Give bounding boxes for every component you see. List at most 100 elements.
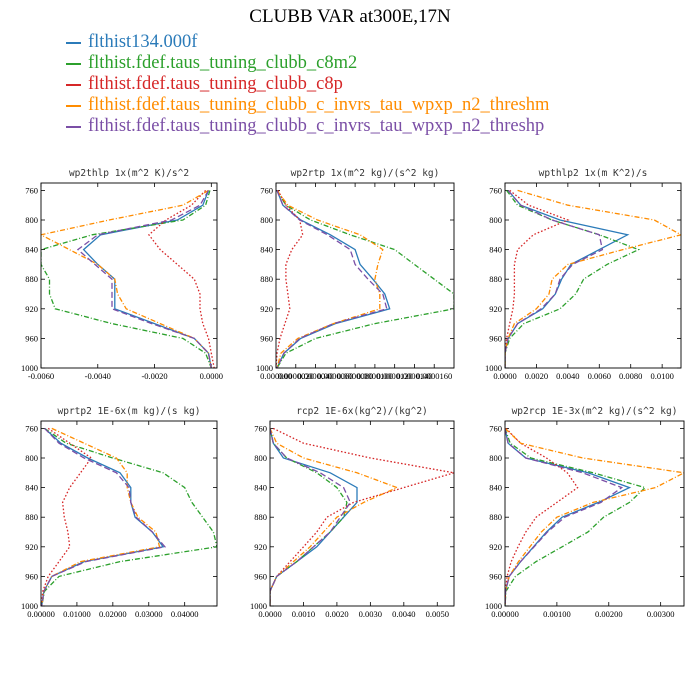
y-tick-label: 760	[254, 423, 267, 433]
y-tick-label: 880	[489, 274, 502, 284]
panel-title: wp2thlp 1x(m^2 K)/s^2	[69, 168, 189, 179]
y-tick-label: 800	[254, 453, 267, 463]
y-tick-label: 760	[25, 423, 38, 433]
panel-title: wprtp2 1E-6x(m kg)/(s kg)	[58, 406, 201, 417]
x-tick-label: 0.0100	[650, 371, 673, 381]
y-tick-label: 840	[25, 245, 38, 255]
x-tick-label: 0.0000	[200, 371, 223, 381]
series-line	[276, 190, 388, 368]
legend-swatch	[66, 83, 81, 86]
y-tick-label: 840	[260, 245, 273, 255]
series-line	[505, 189, 630, 368]
legend-item: flthist134.000f	[66, 32, 549, 53]
series-line	[505, 189, 681, 368]
y-tick-label: 880	[25, 512, 38, 522]
y-tick-label: 800	[25, 453, 38, 463]
y-tick-label: 760	[260, 185, 273, 195]
y-tick-label: 960	[260, 333, 273, 343]
series-line	[505, 190, 641, 368]
x-tick-label: 0.0020	[525, 371, 548, 381]
x-tick-label: 0.00300	[647, 609, 675, 619]
x-tick-label: 0.03000	[135, 609, 163, 619]
x-tick-label: 0.0000	[258, 609, 281, 619]
y-tick-label: 960	[25, 333, 38, 343]
y-tick-label: 1000	[21, 363, 38, 373]
y-tick-label: 1000	[485, 363, 502, 373]
legend-label: flthist.fdef.taus_tuning_clubb_c8p	[88, 74, 343, 94]
legend-label: flthist.fdef.taus_tuning_clubb_c8m2	[88, 53, 358, 73]
series-line	[82, 190, 212, 368]
x-tick-label: 0.0010	[292, 609, 315, 619]
series-line	[41, 190, 212, 368]
y-tick-label: 1000	[21, 601, 38, 611]
plot-frame	[269, 420, 455, 607]
y-tick-label: 840	[489, 483, 502, 493]
series-line	[276, 190, 304, 368]
y-tick-label: 800	[25, 215, 38, 225]
x-tick-label: 0.0000140	[396, 371, 432, 381]
x-tick-label: 0.00000	[491, 609, 519, 619]
x-tick-label: 0.000000	[260, 371, 292, 381]
y-tick-label: 880	[489, 512, 502, 522]
series-line	[505, 189, 604, 368]
y-tick-label: 840	[254, 483, 267, 493]
x-tick-label: 0.0080	[619, 371, 642, 381]
y-tick-label: 920	[260, 304, 273, 314]
y-tick-label: 760	[489, 423, 502, 433]
x-tick-label: 0.0000120	[377, 371, 413, 381]
y-tick-label: 920	[25, 542, 38, 552]
plot-frame	[504, 420, 685, 607]
series-line	[41, 427, 165, 606]
y-tick-label: 760	[25, 185, 38, 195]
y-tick-label: 840	[25, 483, 38, 493]
y-tick-label: 1000	[485, 601, 502, 611]
x-tick-label: 0.0000040	[297, 371, 333, 381]
x-tick-label: -0.0060	[28, 371, 54, 381]
legend-swatch	[66, 62, 81, 65]
series-line	[505, 189, 570, 368]
y-tick-label: 960	[254, 571, 267, 581]
legend: flthist134.000f flthist.fdef.taus_tuning…	[66, 32, 549, 137]
x-tick-label: 0.0050	[426, 609, 449, 619]
x-tick-label: 0.0060	[588, 371, 611, 381]
y-tick-label: 1000	[250, 601, 267, 611]
y-tick-label: 920	[489, 304, 502, 314]
y-tick-label: 1000	[256, 363, 273, 373]
series-line	[41, 427, 93, 606]
series-line	[276, 190, 384, 368]
y-tick-label: 920	[254, 542, 267, 552]
x-tick-label: 0.0000100	[357, 371, 393, 381]
x-tick-label: 0.0000060	[317, 371, 353, 381]
x-tick-label: 0.0040	[392, 609, 415, 619]
x-tick-label: 0.00000	[27, 609, 55, 619]
x-tick-label: -0.0040	[85, 371, 111, 381]
series-line	[505, 428, 624, 606]
series-line	[276, 190, 391, 368]
plot-frame	[40, 182, 218, 369]
legend-swatch	[66, 125, 81, 128]
plot-frame	[504, 182, 682, 369]
series-line	[505, 428, 647, 606]
legend-label: flthist.fdef.taus_tuning_clubb_c_invrs_t…	[88, 95, 550, 115]
series-line	[41, 427, 161, 606]
series-line	[41, 427, 167, 606]
legend-label: flthist134.000f	[88, 32, 198, 52]
x-tick-label: 0.02000	[99, 609, 127, 619]
y-tick-label: 960	[25, 571, 38, 581]
legend-swatch	[66, 41, 81, 44]
panel-title: wp2rcp 1E-3x(m^2 kg)/(s^2 kg)	[512, 406, 678, 417]
y-tick-label: 800	[260, 215, 273, 225]
x-tick-label: 0.00100	[543, 609, 571, 619]
y-tick-label: 920	[489, 542, 502, 552]
x-tick-label: -0.0020	[141, 371, 167, 381]
page-title: CLUBB VAR at300E,17N	[249, 6, 451, 27]
series-line	[76, 190, 212, 368]
y-tick-label: 920	[25, 304, 38, 314]
x-tick-label: 0.0040	[556, 371, 579, 381]
legend-label: flthist.fdef.taus_tuning_clubb_c_invrs_t…	[88, 116, 545, 136]
y-tick-label: 760	[489, 185, 502, 195]
panel-title: rcp2 1E-6x(kg^2)/(kg^2)	[296, 406, 428, 417]
x-tick-label: 0.00200	[595, 609, 623, 619]
series-line	[270, 428, 358, 606]
